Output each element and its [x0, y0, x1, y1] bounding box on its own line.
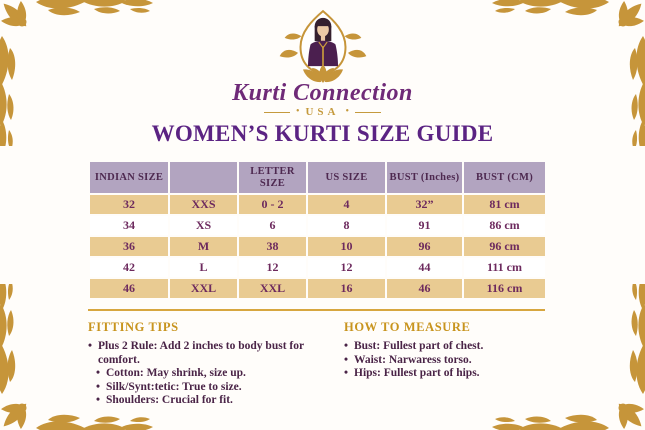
gold-divider	[88, 309, 545, 311]
how-to-measure-list: Bust: Fullest part of chest. Waist: Narw…	[344, 340, 559, 381]
table-cell: 46	[88, 277, 170, 300]
list-item: Waist: Narwaress torso.	[344, 354, 559, 368]
table-row: 32 XXS 0 - 2 4 32” 81 cm	[88, 193, 547, 216]
fitting-tips-section: FITTING TIPS Plus 2 Rule: Add 2 inches t…	[88, 320, 340, 408]
table-header-cell: LETTER SIZE	[237, 160, 308, 195]
table-cell: 8	[306, 214, 387, 237]
table-header-cell: BUST (Inches)	[385, 160, 464, 195]
table-row: 42 L 12 12 44 111 cm	[88, 256, 547, 279]
divider	[355, 111, 382, 113]
table-cell: 6	[237, 214, 308, 237]
woman-lotus-emblem-icon	[279, 9, 366, 83]
list-item: Bust: Fullest part of chest.	[344, 340, 559, 354]
page-title: WOMEN’S KURTI SIZE GUIDE	[151, 121, 494, 146]
brand-name: Kurti Connection	[232, 80, 413, 106]
table-cell: 111 cm	[462, 256, 547, 279]
list-item: Cotton: May shrink, size up.	[96, 367, 340, 381]
table-cell: 34	[88, 214, 170, 237]
table-header-cell: INDIAN SIZE	[88, 160, 170, 195]
table-cell: XXL	[168, 277, 239, 300]
dot-icon: •	[295, 106, 300, 117]
brand-country-row: • USA •	[0, 106, 645, 118]
table-cell: 44	[385, 256, 464, 279]
table-cell: 42	[88, 256, 170, 279]
dot-icon: •	[345, 106, 350, 117]
list-item: Plus 2 Rule: Add 2 inches to body bust f…	[88, 340, 340, 367]
fitting-tips-list: Plus 2 Rule: Add 2 inches to body bust f…	[88, 340, 340, 408]
table-header-cell	[168, 160, 239, 195]
table-cell: L	[168, 256, 239, 279]
list-item: Hips: Fullest part of hips.	[344, 367, 559, 381]
list-item: Silk/Synt:tetic: True to size.	[96, 381, 340, 395]
table-cell: 46	[385, 277, 464, 300]
table-cell: 96	[385, 235, 464, 258]
table-cell: 16	[306, 277, 387, 300]
brand-country: USA	[305, 106, 340, 118]
table-cell: XXL	[237, 277, 308, 300]
table-cell: 32”	[385, 193, 464, 216]
fitting-tips-heading: FITTING TIPS	[88, 320, 179, 334]
table-row: 46 XXL XXL 16 46 116 cm	[88, 277, 547, 300]
table-cell: M	[168, 235, 239, 258]
table-cell: 10	[306, 235, 387, 258]
table-cell: 86 cm	[462, 214, 547, 237]
table-header-row: INDIAN SIZE LETTER SIZE US SIZE BUST (In…	[88, 160, 547, 195]
table-cell: 4	[306, 193, 387, 216]
divider	[263, 111, 290, 113]
table-cell: 96 cm	[462, 235, 547, 258]
table-cell: 12	[306, 256, 387, 279]
table-header-cell: US SIZE	[306, 160, 387, 195]
size-guide-table: INDIAN SIZE LETTER SIZE US SIZE BUST (In…	[88, 160, 547, 300]
table-cell: 38	[237, 235, 308, 258]
table-cell: 81 cm	[462, 193, 547, 216]
table-cell: 0 - 2	[237, 193, 308, 216]
how-to-measure-section: HOW TO MEASURE Bust: Fullest part of che…	[344, 320, 559, 381]
table-cell: XS	[168, 214, 239, 237]
table-cell: 91	[385, 214, 464, 237]
how-to-measure-heading: HOW TO MEASURE	[344, 320, 471, 334]
brand-logo	[0, 6, 645, 88]
list-item: Shoulders: Crucial for fit.	[96, 394, 340, 408]
table-header-cell: BUST (CM)	[462, 160, 547, 195]
table-cell: 36	[88, 235, 170, 258]
table-cell: 12	[237, 256, 308, 279]
table-cell: 32	[88, 193, 170, 216]
table-row: 34 XS 6 8 91 86 cm	[88, 214, 547, 237]
table-cell: XXS	[168, 193, 239, 216]
table-cell: 116 cm	[462, 277, 547, 300]
table-row: 36 M 38 10 96 96 cm	[88, 235, 547, 258]
